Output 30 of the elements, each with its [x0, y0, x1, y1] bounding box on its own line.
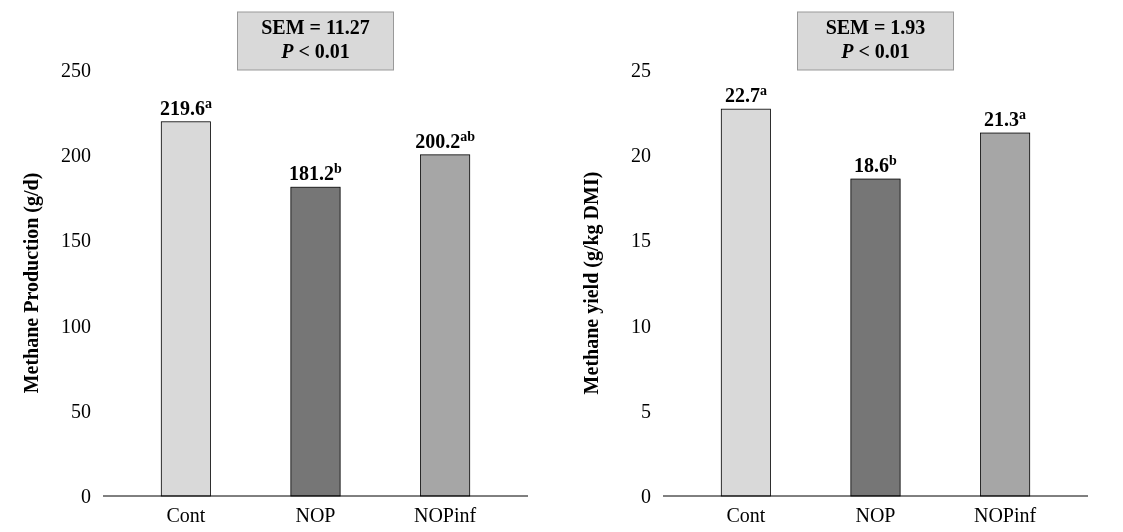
y-tick-label: 200: [61, 144, 91, 167]
data-label: 21.3$^{a}$: [984, 106, 1027, 131]
y-tick-label: 10: [631, 314, 651, 337]
y-tick-label: 15: [631, 229, 651, 252]
text: P < 0.01: [840, 40, 910, 62]
y-tick-label: 0: [81, 485, 91, 507]
y-tick-label: 100: [61, 314, 91, 337]
y-tick-label: 5: [641, 399, 651, 422]
y-axis-title: Methane yield (g/kg DMI): [580, 171, 603, 395]
text: P < 0.01: [280, 40, 350, 62]
x-tick-label: NOP: [855, 504, 896, 526]
y-axis-title: Methane Production (g/d): [20, 172, 43, 394]
y-tick-label: 20: [631, 144, 651, 167]
x-tick-label: NOPinf: [973, 504, 1037, 526]
x-tick-label: NOPinf: [413, 504, 477, 526]
x-tick-label: Cont: [726, 504, 766, 526]
y-tick-label: 50: [71, 399, 91, 422]
data-label: 22.7$^{a}$: [724, 82, 767, 107]
x-tick-label: NOP: [295, 504, 336, 526]
y-tick-label: 150: [61, 229, 91, 252]
x-tick-label: Cont: [166, 504, 206, 526]
y-tick-label: 0: [641, 485, 651, 507]
data-label: 200.2$^{ab}$: [415, 128, 476, 152]
y-tick-label: 25: [631, 59, 651, 81]
data-label: 181.2$^{b}$: [289, 160, 343, 185]
data-label: 18.6$^{b}$: [854, 152, 898, 177]
data-label: 219.6$^{a}$: [159, 95, 212, 119]
text: SEM = 11.27: [261, 16, 370, 38]
text: SEM = 1.93: [825, 16, 926, 38]
y-tick-label: 250: [61, 59, 91, 81]
